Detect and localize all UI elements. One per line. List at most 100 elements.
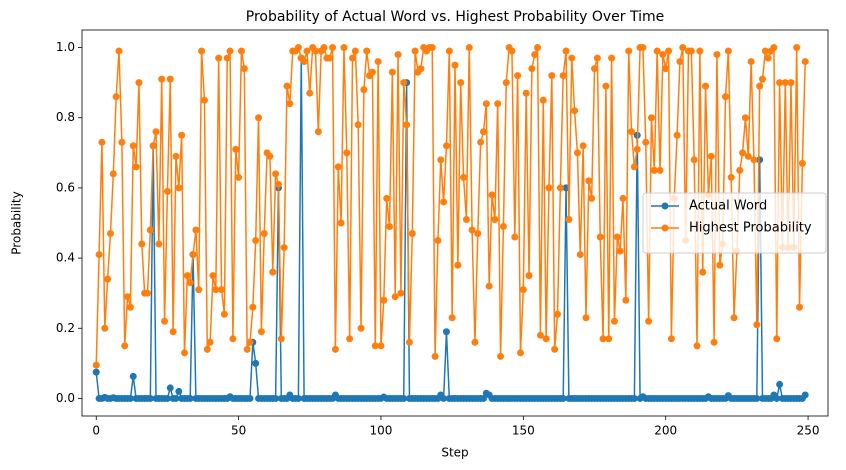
data-point [303,47,311,55]
data-point [491,215,499,223]
x-tick-label: 150 [512,424,535,438]
data-point [269,268,277,276]
data-point [551,345,559,353]
data-point [383,194,391,202]
data-point [764,54,772,62]
data-point [613,233,621,241]
data-point [442,142,450,150]
data-point [525,272,533,280]
data-point [431,352,439,360]
data-point [92,361,100,369]
data-point [440,198,448,206]
data-point [531,51,539,59]
data-point [622,296,630,304]
data-point [135,79,143,87]
data-point [599,335,607,343]
data-point [713,51,721,59]
data-point [485,282,493,290]
data-point [334,163,342,171]
data-point [175,184,183,192]
data-point [209,272,217,280]
data-point [474,230,482,238]
data-point [488,191,496,199]
data-point [497,352,505,360]
data-point [460,173,468,181]
data-point [457,79,465,87]
data-point [434,237,442,245]
data-point [739,149,747,157]
data-point [126,394,134,402]
data-point [386,223,394,231]
data-point [232,145,240,153]
data-point [761,47,769,55]
data-point [511,233,519,241]
data-point [329,44,337,52]
data-point [397,289,405,297]
data-point [753,394,761,402]
data-point [428,44,436,52]
data-point [562,47,570,55]
data-point [571,107,579,115]
data-point [178,131,186,139]
data-point [565,215,573,223]
data-point [647,114,655,122]
data-point [237,47,245,55]
data-point [192,226,200,234]
data-point [158,75,166,83]
data-point [283,82,291,90]
data-point [163,394,171,402]
data-point [744,152,752,160]
data-point [166,384,174,392]
data-point [186,394,194,402]
data-point [616,247,624,255]
data-point [106,230,114,238]
data-point [605,335,613,343]
data-point [625,47,633,55]
data-point [380,296,388,304]
data-point [229,335,237,343]
x-tick-label: 200 [654,424,677,438]
data-point [98,138,106,146]
data-point [442,328,450,336]
data-point [132,163,140,171]
data-point [721,93,729,101]
data-point [223,54,231,62]
data-point [311,47,319,55]
data-point [536,331,544,339]
data-point [183,272,191,280]
data-point [405,338,413,346]
x-tick-label: 250 [797,424,820,438]
data-point [753,321,761,329]
data-point [548,72,556,80]
data-point [702,82,710,90]
data-point [690,156,698,164]
data-point [499,223,507,231]
data-point [645,317,653,325]
data-point [591,65,599,73]
data-point [351,47,359,55]
data-point [482,100,490,108]
data-point [710,338,718,346]
data-point [756,82,764,90]
data-point [673,131,681,139]
data-point [477,138,485,146]
y-tick-label: 0.8 [56,110,75,124]
data-point [272,170,280,178]
data-point [189,251,197,259]
data-point [440,394,448,402]
plot-frame [81,29,829,417]
data-point [394,51,402,59]
data-point [198,47,206,55]
data-point [143,289,151,297]
data-point [257,328,265,336]
data-point [363,47,371,55]
data-point [471,338,479,346]
data-point [206,338,214,346]
data-point [619,194,627,202]
data-point [138,240,146,248]
data-point [320,44,328,52]
data-point [252,237,260,245]
data-point [235,173,243,181]
data-point [391,293,399,301]
data-point [306,89,314,97]
